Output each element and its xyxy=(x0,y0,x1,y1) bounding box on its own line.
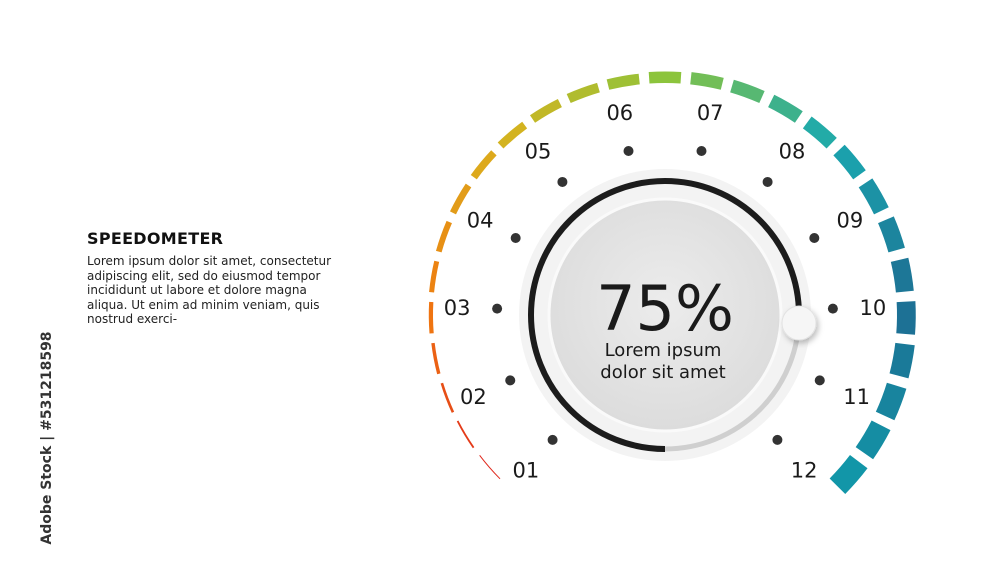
tick-label: 02 xyxy=(460,385,487,409)
scale-segment xyxy=(470,150,497,180)
scale-segment xyxy=(435,220,452,253)
tick-dot xyxy=(814,375,825,386)
caption-line-2: dolor sit amet xyxy=(600,362,725,383)
scale-segment xyxy=(833,144,866,180)
tick-dot xyxy=(510,233,521,244)
scale-segment xyxy=(802,116,837,149)
scale-segment xyxy=(896,301,916,335)
value-label: 75% xyxy=(596,272,734,345)
tick-label: 10 xyxy=(859,296,886,320)
scale-segment xyxy=(889,342,915,379)
scale-segment xyxy=(431,342,441,375)
tick-dot xyxy=(809,233,820,244)
scale-segment xyxy=(858,178,889,215)
tick-label: 11 xyxy=(843,385,870,409)
tick-dot xyxy=(505,375,516,386)
tick-dot xyxy=(762,176,773,187)
tick-dot xyxy=(696,146,707,157)
scale-segment xyxy=(479,455,501,480)
scale-segment xyxy=(529,99,562,123)
tick-dot xyxy=(492,303,503,314)
scale-segment xyxy=(449,183,472,215)
tick-label: 03 xyxy=(444,296,471,320)
scale-segment xyxy=(429,260,440,293)
progress-track xyxy=(664,314,802,452)
tick-label: 09 xyxy=(837,209,864,233)
color-scale-arc xyxy=(428,71,916,494)
tick-label: 05 xyxy=(525,139,552,163)
scale-segment xyxy=(875,382,907,421)
tick-labels: 01 02 03 04 05 06 07 08 09 10 11 12 xyxy=(444,101,886,483)
scale-segment xyxy=(456,420,475,449)
scale-segment xyxy=(878,216,905,253)
tick-dot xyxy=(827,303,838,314)
scale-segment xyxy=(730,79,765,104)
section-title: SPEEDOMETER xyxy=(87,229,224,248)
scale-segment xyxy=(890,257,914,293)
scale-segment xyxy=(428,301,434,334)
scale-segment xyxy=(497,121,528,149)
progress-arc xyxy=(528,178,802,452)
scale-segment xyxy=(768,94,803,123)
scale-segment xyxy=(690,72,724,90)
tick-label: 01 xyxy=(512,459,539,483)
caption-line-1: Lorem ipsum xyxy=(605,340,722,361)
tick-dot xyxy=(772,434,783,445)
tick-label: 08 xyxy=(779,139,806,163)
tick-dot xyxy=(557,176,568,187)
scale-segment xyxy=(606,73,640,90)
inner-disc xyxy=(547,197,783,433)
tick-label: 06 xyxy=(606,101,633,125)
scale-segment xyxy=(648,71,682,84)
scale-segment xyxy=(566,82,600,104)
progress-knob[interactable] xyxy=(781,305,817,341)
tick-label: 07 xyxy=(697,101,724,125)
scale-segment xyxy=(829,454,868,494)
scale-segment xyxy=(855,420,891,460)
tick-dot xyxy=(547,434,558,445)
tick-dot xyxy=(623,146,634,157)
tick-dots xyxy=(492,146,838,445)
section-description: Lorem ipsum dolor sit amet, consectetur … xyxy=(87,254,332,327)
tick-label: 04 xyxy=(467,209,494,233)
scale-segment xyxy=(440,382,455,413)
tick-label: 12 xyxy=(791,459,818,483)
